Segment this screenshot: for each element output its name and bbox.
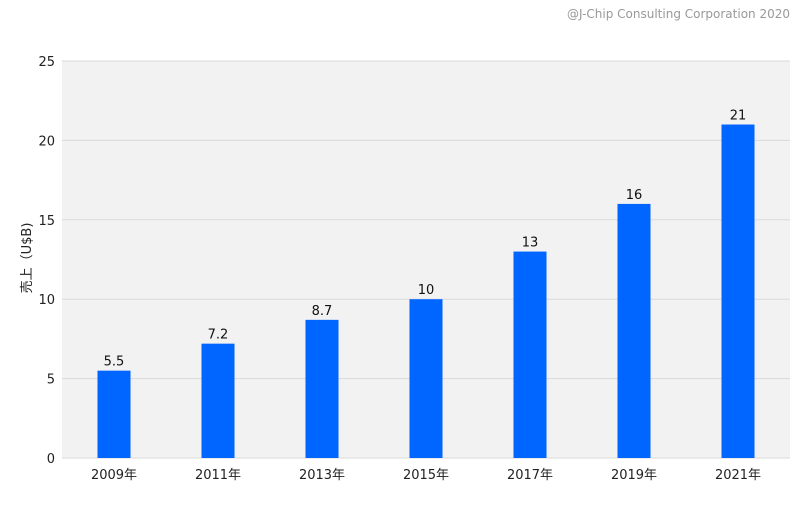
bar-value-label: 16	[626, 188, 643, 203]
copyright-text: @J-Chip Consulting Corporation 2020	[566, 7, 790, 21]
y-tick-label: 15	[38, 214, 55, 229]
bar-value-label: 5.5	[104, 355, 125, 370]
bar-value-label: 10	[418, 283, 435, 298]
bar-6	[721, 124, 755, 459]
bar-value-label: 13	[522, 236, 539, 251]
bar-4	[513, 251, 547, 458]
x-tick-label: 2009年	[91, 468, 137, 483]
x-tick-label: 2019年	[611, 468, 657, 483]
bar-value-label: 7.2	[208, 328, 229, 343]
x-tick-label: 2015年	[403, 468, 449, 483]
bar-value-label: 8.7	[312, 304, 333, 319]
bar-5	[617, 203, 651, 458]
bar-2	[305, 319, 339, 458]
x-tick-label: 2017年	[507, 468, 553, 483]
bars	[97, 124, 755, 459]
x-tick-label: 2021年	[715, 468, 761, 483]
bar-3	[409, 299, 443, 458]
y-tick-label: 25	[38, 55, 55, 70]
y-tick-label: 5	[47, 373, 55, 388]
bar-1	[201, 343, 235, 458]
y-axis-ticks: 0 5 10 15 20 25	[38, 55, 55, 467]
x-tick-label: 2011年	[195, 468, 241, 483]
x-axis-ticks: 2009年 2011年 2013年 2015年 2017年 2019年 2021年	[91, 468, 761, 483]
y-tick-label: 20	[38, 134, 55, 149]
bar-0	[97, 370, 131, 458]
y-tick-label: 0	[47, 452, 55, 467]
bar-value-labels: 5.5 7.2 8.7 10 13 16 21	[104, 109, 747, 370]
bar-value-label: 21	[730, 109, 747, 124]
y-tick-label: 10	[38, 293, 55, 308]
x-tick-label: 2013年	[299, 468, 345, 483]
